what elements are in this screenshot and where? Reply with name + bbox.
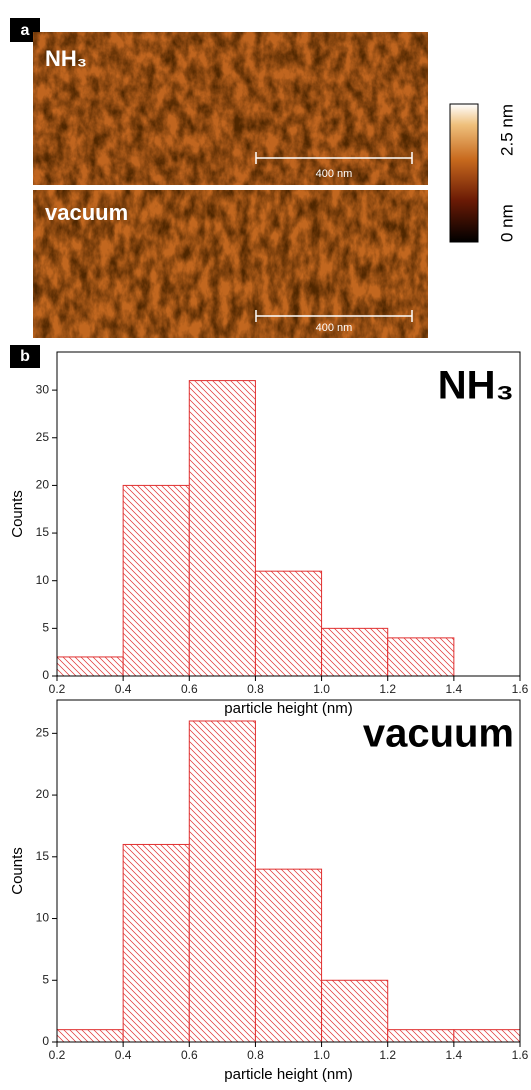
x-tick-label: 0.4: [115, 682, 132, 696]
x-tick-label: 1.6: [512, 1048, 529, 1062]
plot-frame: [56, 351, 521, 677]
bar: [122, 484, 190, 677]
x-tick-label: 1.0: [313, 1048, 330, 1062]
bar: [254, 570, 323, 677]
x-tick-label: 0.6: [181, 682, 198, 696]
x-tick-label: 1.2: [379, 682, 396, 696]
chart-title: NH₃: [438, 364, 514, 408]
y-tick-label: 25: [36, 726, 50, 740]
x-tick-label: 0.8: [247, 682, 264, 696]
y-tick-label: 10: [36, 573, 50, 587]
bar: [56, 656, 124, 677]
chart-title: vacuum: [363, 712, 514, 756]
y-axis-label: Counts: [9, 490, 26, 538]
bar: [321, 627, 389, 677]
panel-label-box: [10, 345, 40, 368]
y-tick-label: 30: [36, 382, 50, 396]
bar: [188, 720, 256, 1043]
afm-image: [33, 190, 428, 338]
x-tick-label: 1.0: [313, 682, 330, 696]
y-axis-label: Counts: [9, 847, 26, 895]
x-tick-label: 0.2: [49, 682, 66, 696]
bar: [387, 1029, 455, 1043]
x-tick-label: 1.2: [379, 1048, 396, 1062]
panel-label: a: [21, 22, 30, 39]
x-tick-label: 0.6: [181, 1048, 198, 1062]
y-tick-label: 0: [42, 668, 49, 682]
y-tick-label: 0: [42, 1034, 49, 1048]
plot-frame: [56, 699, 521, 1043]
bar: [254, 868, 323, 1043]
x-tick-label: 1.4: [446, 682, 463, 696]
x-tick-label: 1.6: [512, 682, 529, 696]
y-tick-label: 20: [36, 787, 50, 801]
scale-bar: [255, 310, 413, 322]
x-tick-label: 1.4: [446, 1048, 463, 1062]
image-label: vacuum: [45, 200, 128, 225]
y-tick-label: 5: [42, 621, 49, 635]
panel-label: b: [20, 348, 30, 365]
y-tick-label: 25: [36, 430, 50, 444]
colorbar-max-label: 2.5 nm: [497, 104, 516, 156]
scale-bar: [255, 152, 413, 164]
bar: [188, 380, 256, 677]
scale-bar-label: 400 nm: [316, 168, 353, 180]
x-tick-label: 0.4: [115, 1048, 132, 1062]
x-tick-label: 0.8: [247, 1048, 264, 1062]
image-label: NH₃: [45, 46, 87, 71]
y-tick-label: 10: [36, 911, 50, 925]
x-axis-label: particle height (nm): [224, 1066, 352, 1083]
colorbar-min-label: 0 nm: [497, 204, 516, 242]
bar: [321, 979, 389, 1043]
x-tick-label: 0.2: [49, 1048, 66, 1062]
separator: [33, 185, 428, 190]
bar: [122, 843, 190, 1043]
bar: [387, 637, 455, 677]
scale-bar-label: 400 nm: [316, 322, 353, 334]
bar: [453, 1029, 521, 1043]
y-tick-label: 20: [36, 478, 50, 492]
x-axis-label: particle height (nm): [224, 700, 352, 717]
y-tick-label: 5: [42, 972, 49, 986]
colorbar: [449, 103, 479, 243]
bar: [56, 1029, 124, 1043]
y-tick-label: 15: [36, 849, 50, 863]
y-tick-label: 15: [36, 525, 50, 539]
afm-image: [33, 32, 428, 185]
